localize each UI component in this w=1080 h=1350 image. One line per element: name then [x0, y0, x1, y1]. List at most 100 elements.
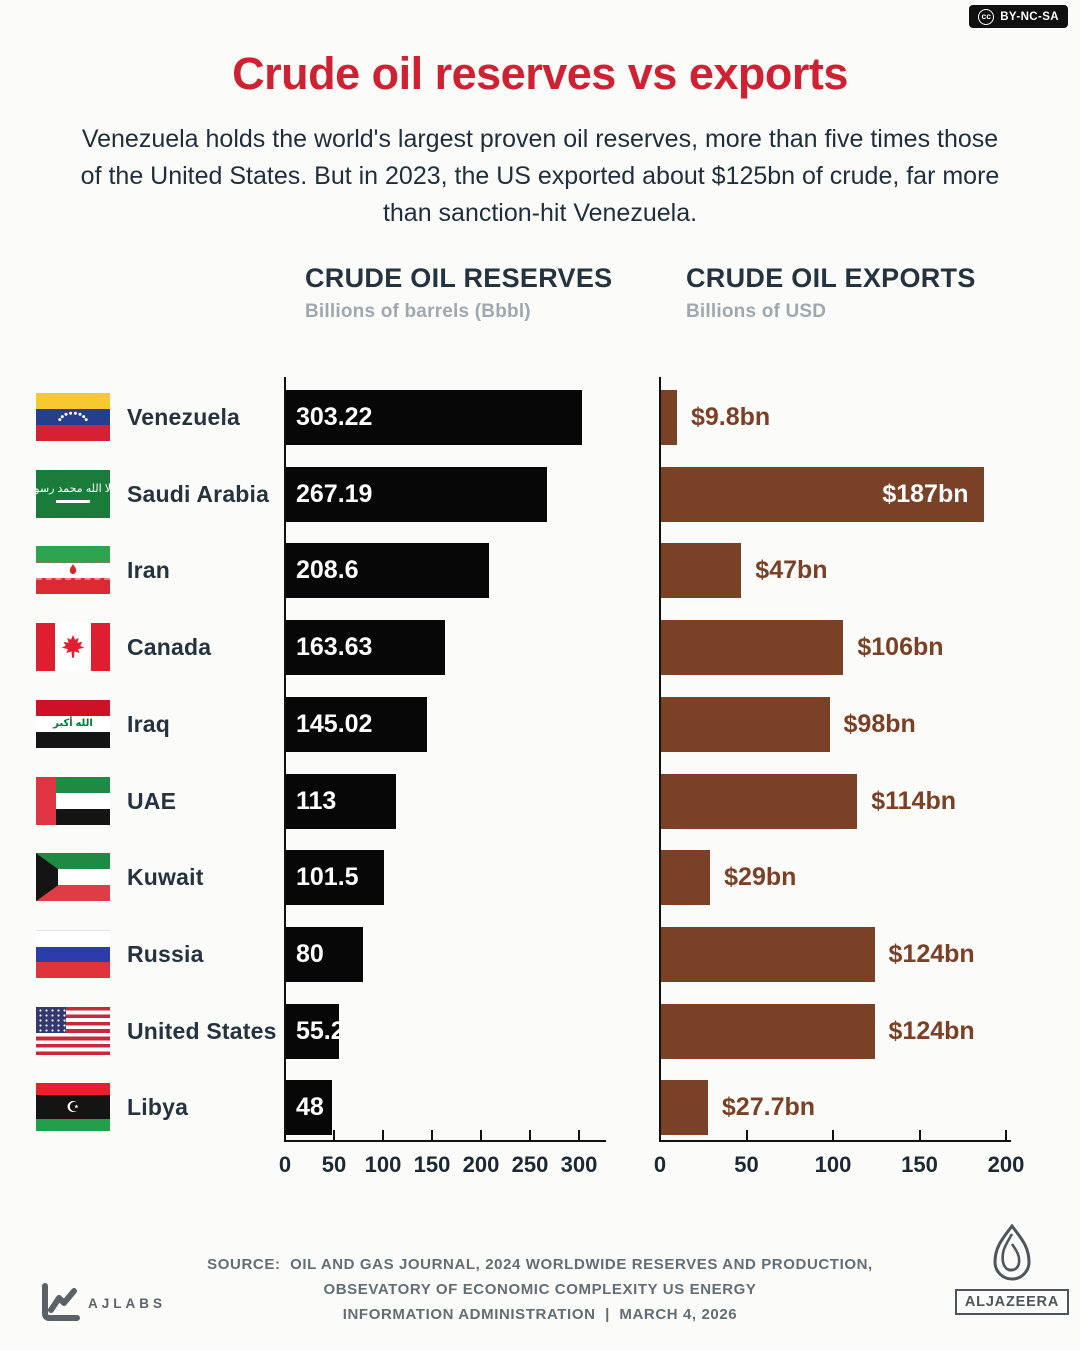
reserves-value-label: 113 [296, 786, 337, 815]
flag-iraq: الله أكبر [36, 699, 110, 748]
axis-tick-label: 150 [901, 1152, 938, 1177]
aljazeera-logo: ALJAZEERA [954, 1224, 1070, 1315]
axis-tick [333, 1130, 335, 1140]
axis-line-vertical [659, 377, 661, 1141]
country-label: Iraq [127, 710, 170, 737]
exports-value-label: $27.7bn [721, 1093, 816, 1122]
reserves-bar: 145.02 [285, 696, 428, 752]
axis-tick-label: 100 [814, 1152, 852, 1177]
reserves-units: Billions of barrels (Bbbl) [305, 301, 531, 322]
exports-title: CRUDE OIL EXPORTS [686, 263, 976, 293]
source-text: SOURCE: OIL AND GAS JOURNAL, 2024 WORLDW… [207, 1256, 873, 1323]
exports-bar [660, 773, 858, 829]
axis-tick [1005, 1130, 1007, 1140]
reserves-value-label: 267.19 [296, 479, 373, 508]
flag-russia [36, 929, 110, 978]
ajlabs-chart-icon [42, 1283, 80, 1321]
axis-tick-label: 150 [413, 1152, 451, 1177]
axis-tick-label: 50 [321, 1152, 347, 1177]
exports-bar [660, 696, 830, 752]
axis-tick-label: 200 [987, 1152, 1025, 1177]
reserves-bar: 303.22 [285, 390, 583, 445]
chart-row: لا إله إلا الله محمد رسول الله Saudi Ara… [0, 466, 1080, 522]
reserves-value-label: 48 [296, 1093, 324, 1122]
axis-tick-label: 100 [364, 1152, 402, 1177]
country-label: Canada [127, 634, 212, 661]
axis-line-vertical [284, 377, 286, 1141]
axis-tick [745, 1130, 748, 1140]
flag-uae [36, 776, 110, 825]
exports-value-label: $29bn [724, 863, 797, 892]
flag-kuwait [36, 853, 110, 902]
axis-tick [832, 1130, 834, 1140]
axis-line-horizontal [659, 1140, 1011, 1142]
chart-row: United States 55.2 $124bn [0, 1003, 1080, 1059]
exports-bar: $187bn [660, 466, 984, 522]
exports-bar [660, 926, 875, 982]
page-subtitle: Venezuela holds the world's largest prov… [80, 125, 1000, 227]
exports-value-label: $187bn [882, 479, 969, 508]
flag-iran [36, 546, 110, 595]
reserves-value-label: 208.6 [296, 556, 359, 585]
axis-tick-label: 200 [462, 1152, 500, 1177]
flag-libya: ☪ [36, 1083, 110, 1132]
chart-row: Russia 80 $124bn [0, 926, 1080, 982]
reserves-bar: 101.5 [285, 850, 385, 906]
chart-row: Iran 208.6 $47bn [0, 543, 1080, 599]
exports-value-label: $9.8bn [690, 403, 771, 431]
axis-tick [382, 1130, 384, 1140]
exports-value-label: $47bn [755, 556, 828, 585]
exports-value-label: $106bn [857, 633, 944, 662]
exports-value-label: $124bn [888, 939, 975, 968]
page-title: Crude oil reserves vs exports [232, 48, 848, 99]
country-label: UAE [127, 787, 177, 814]
axis-tick-label: 0 [653, 1152, 667, 1177]
reserves-bar: 48 [285, 1080, 333, 1136]
chart-row: Canada 163.63 $106bn [0, 620, 1080, 676]
reserves-value-label: 80 [296, 939, 324, 968]
country-label: Venezuela [127, 404, 241, 430]
axis-tick-label: 0 [278, 1152, 292, 1177]
flag-canada [36, 623, 110, 672]
axis-tick [529, 1130, 531, 1140]
flag-saudi-arabia: لا إله إلا الله محمد رسول الله [36, 469, 110, 518]
reserves-bar: 80 [285, 926, 364, 982]
axis-line-horizontal [284, 1140, 606, 1142]
ajlabs-logo: AJLABS [39, 1282, 166, 1324]
chart-row: Kuwait 101.5 $29bn [0, 850, 1080, 906]
reserves-value-label: 101.5 [296, 863, 359, 892]
chart-row: الله أكبر Iraq 145.02 $98bn [0, 696, 1080, 752]
license-badge: cc BY-NC-SA [969, 5, 1068, 28]
reserves-bar: 163.63 [285, 620, 446, 676]
reserves-bar: 208.6 [285, 543, 490, 599]
axis-tick-label: 50 [734, 1152, 759, 1177]
axis-tick-label: 300 [560, 1152, 598, 1177]
reserves-value-label: 303.22 [296, 403, 373, 431]
flag-united-states [36, 1006, 110, 1055]
reserves-value-label: 55.2 [296, 1016, 345, 1045]
chart-row: UAE 113 $114bn [0, 773, 1080, 829]
exports-bar [660, 620, 844, 676]
country-label: Kuwait [127, 864, 204, 891]
axis-tick [918, 1130, 921, 1140]
exports-units: Billions of USD [686, 301, 827, 322]
country-label: Saudi Arabia [127, 480, 270, 507]
aljazeera-label: ALJAZEERA [954, 1289, 1070, 1315]
exports-header: CRUDE OIL EXPORTS Billions of USD [686, 263, 976, 323]
exports-bar [660, 390, 677, 445]
reserves-bar: 267.19 [285, 466, 547, 522]
reserves-bar: 113 [285, 773, 396, 829]
exports-bar [660, 1080, 708, 1136]
reserves-bar: 55.2 [285, 1003, 345, 1059]
axis-tick [578, 1130, 580, 1140]
aljazeera-flame-icon [993, 1224, 1031, 1281]
cc-icon: cc [978, 8, 995, 25]
chart-row: Venezuela 303.22 $9.8bn [0, 390, 1080, 445]
exports-bar [660, 1003, 875, 1059]
ajlabs-label: AJLABS [88, 1295, 167, 1311]
exports-bar [660, 543, 742, 599]
chart-row: ☪ Libya 48 $27.7bn [0, 1080, 1080, 1136]
country-label: Russia [127, 940, 204, 967]
reserves-title: CRUDE OIL RESERVES [305, 263, 613, 293]
